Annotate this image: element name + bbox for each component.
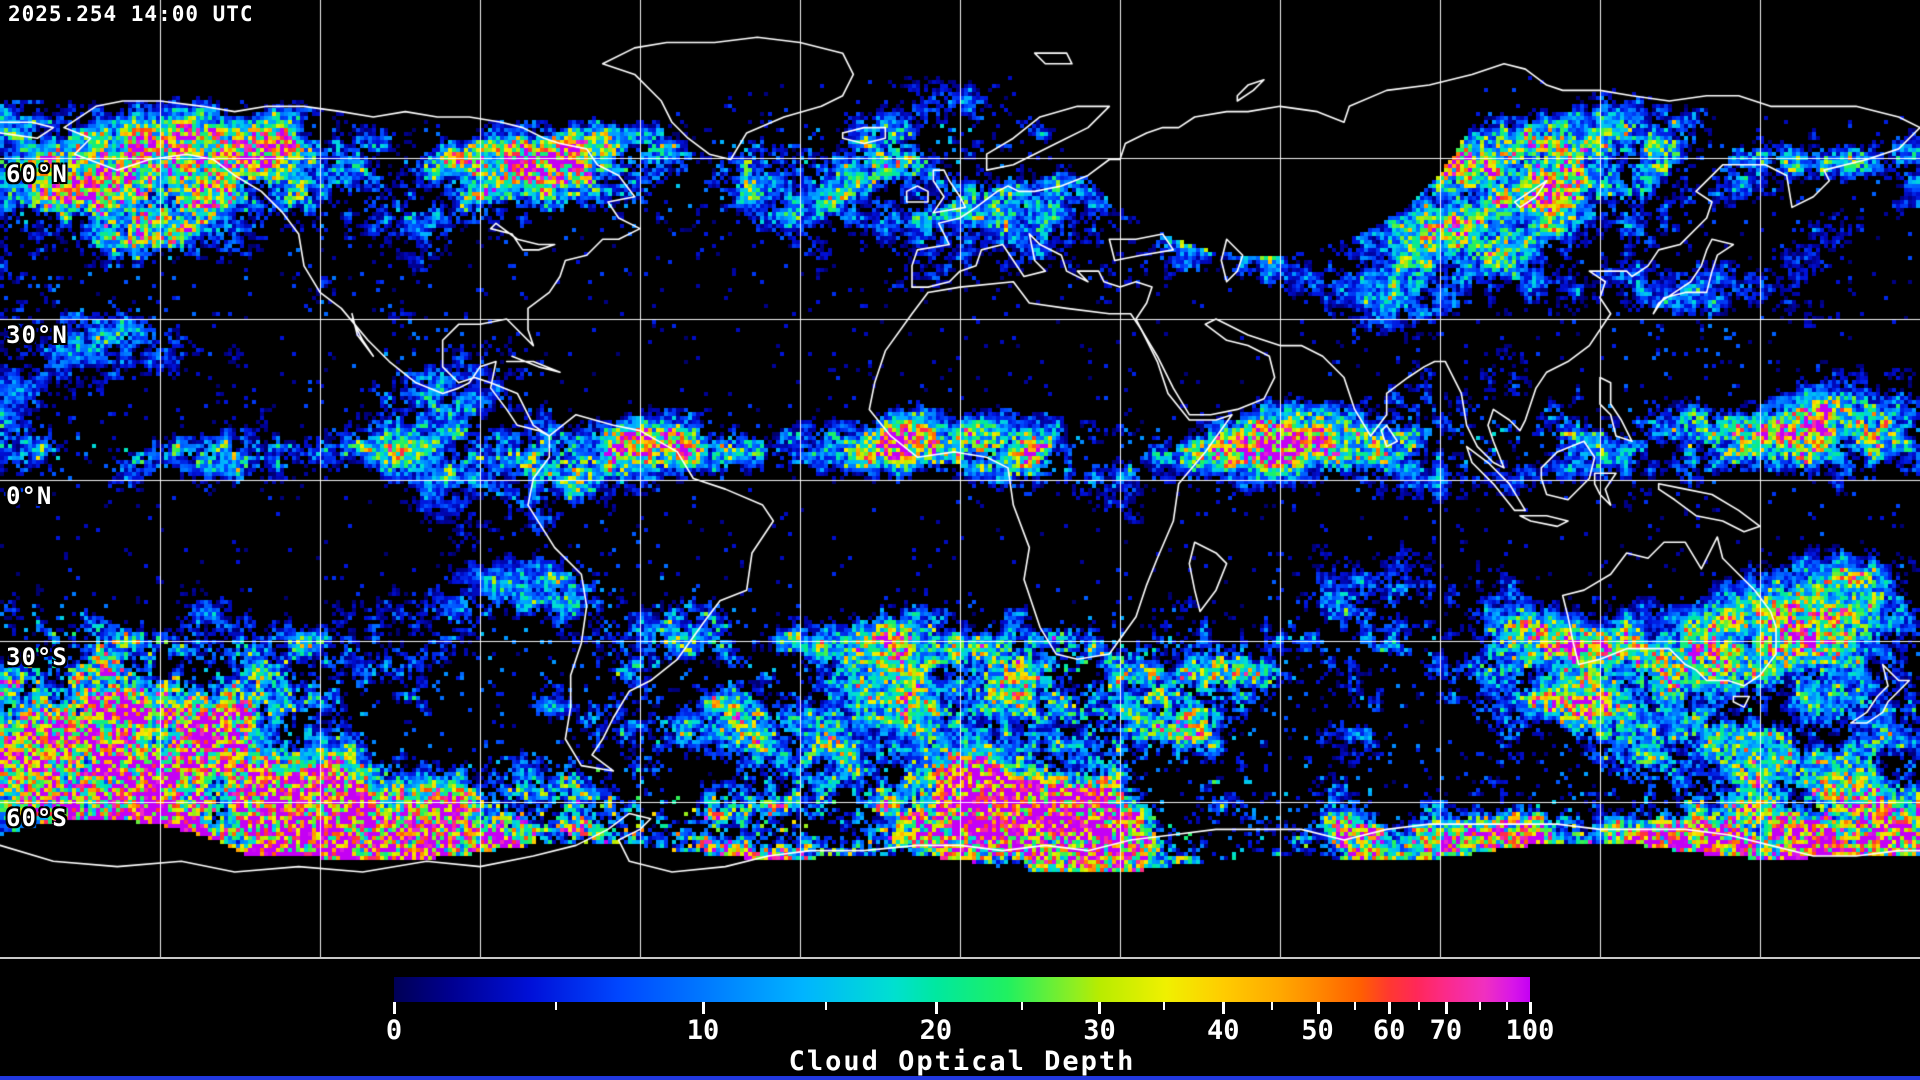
colorbar-title: Cloud Optical Depth (788, 1046, 1136, 1077)
colorbar-major-tick (1098, 1002, 1102, 1014)
colorbar-major-tick (934, 1002, 938, 1014)
colorbar-tick-label: 10 (686, 1015, 720, 1046)
colorbar-major-tick (1316, 1002, 1320, 1014)
colorbar-minor-tick (1417, 1002, 1420, 1010)
colorbar-minor-tick (1021, 1002, 1024, 1010)
colorbar-tick-label: 0 (385, 1015, 403, 1046)
colorbar-major-tick (701, 1002, 705, 1014)
colorbar-gradient (394, 977, 1530, 1002)
colorbar-minor-tick (1354, 1002, 1357, 1010)
map-frame-bottom-line (0, 957, 1920, 959)
latitude-label: 60°S (6, 804, 68, 832)
colorbar-tick-label: 30 (1083, 1015, 1116, 1046)
latitude-label: 30°S (6, 643, 68, 671)
colorbar: 0 10 20 30 40 50 60 70 100 (386, 977, 1554, 1046)
colorbar-tick-label: 100 (1505, 1015, 1555, 1046)
colorbar-major-tick (1529, 1002, 1532, 1014)
global-cloud-map-canvas (0, 0, 1920, 957)
latitude-label: 60°N (6, 160, 68, 188)
bottom-separator-strip (0, 1076, 1920, 1080)
colorbar-minor-tick (824, 1002, 827, 1010)
colorbar-minor-tick (1479, 1002, 1482, 1010)
colorbar-tick-label: 60 (1372, 1015, 1406, 1046)
colorbar-major-tick (393, 1002, 396, 1014)
colorbar-minor-tick (555, 1002, 558, 1010)
colorbar-major-tick (1222, 1002, 1226, 1014)
colorbar-minor-tick (1163, 1002, 1166, 1010)
latitude-label: 0°N (6, 482, 53, 510)
colorbar-tick-label: 70 (1429, 1015, 1463, 1046)
colorbar-minor-tick (1506, 1002, 1509, 1010)
colorbar-major-tick (1388, 1002, 1392, 1014)
colorbar-minor-tick (1271, 1002, 1274, 1010)
colorbar-tick-label: 40 (1207, 1015, 1240, 1046)
colorbar-tick-label: 50 (1301, 1015, 1334, 1046)
timestamp-label: 2025.254 14:00 UTC (8, 2, 254, 26)
colorbar-major-tick (1444, 1002, 1448, 1014)
colorbar-tick-label: 20 (919, 1015, 953, 1046)
latitude-label: 30°N (6, 321, 68, 349)
